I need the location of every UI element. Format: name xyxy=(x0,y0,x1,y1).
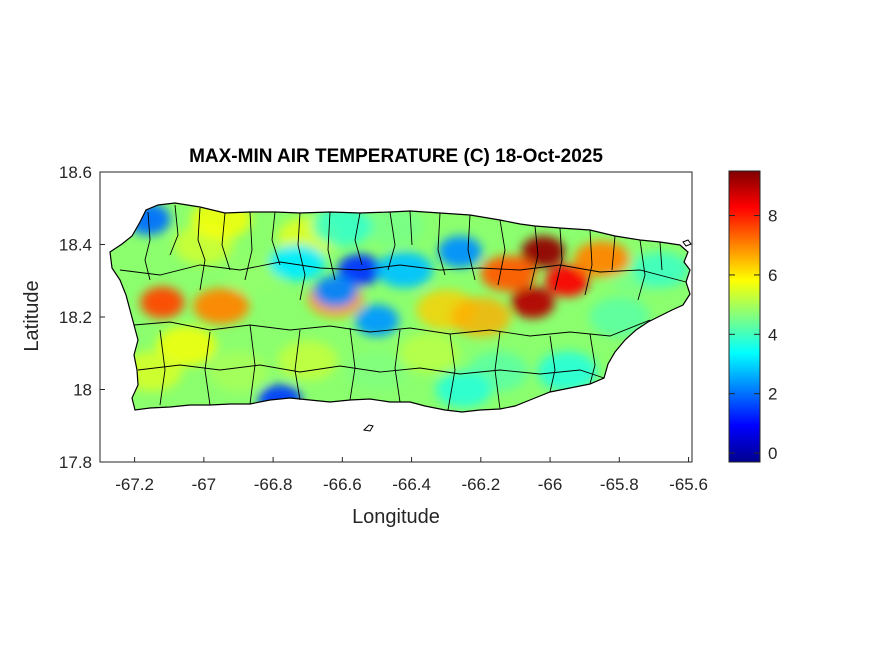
east-islet xyxy=(682,239,692,247)
x-tick-label: -66.4 xyxy=(392,475,431,494)
x-tick-label: -66.8 xyxy=(254,475,293,494)
y-tick-label: 18.6 xyxy=(59,163,92,182)
municipality-border xyxy=(437,212,446,276)
field-hotspot xyxy=(573,241,630,277)
municipality-border xyxy=(497,219,506,286)
field-texture-blob xyxy=(589,297,650,337)
y-axis-ticks: 18.6 18.4 18.2 18 17.8 xyxy=(59,163,105,472)
field-hotspot xyxy=(376,251,433,288)
municipality-border xyxy=(529,225,539,291)
field-hotspot xyxy=(435,371,492,408)
field-texture-blob xyxy=(277,340,338,381)
x-tick-label: -66 xyxy=(538,475,563,494)
field-hotspot xyxy=(438,235,483,268)
colorbar-tick-label: 2 xyxy=(768,385,777,404)
municipality-border xyxy=(197,207,206,291)
y-tick-label: 17.8 xyxy=(59,453,92,472)
municipality-border xyxy=(249,324,256,405)
y-tick-label: 18.2 xyxy=(59,308,92,327)
colorbar-tick-label: 4 xyxy=(768,325,777,344)
municipality-border xyxy=(144,211,151,281)
colorbar-ticks: 8 6 4 2 0 xyxy=(729,207,777,463)
field-texture-blob xyxy=(208,351,269,392)
municipality-border xyxy=(133,319,651,337)
municipality-border xyxy=(159,329,166,406)
colorbar-tick-label: 8 xyxy=(768,207,777,226)
field-hotspot xyxy=(269,244,326,281)
y-tick-label: 18.4 xyxy=(59,236,92,255)
municipality-border xyxy=(447,333,456,411)
x-tick-label: -65.6 xyxy=(669,475,708,494)
colorbar-tick-label: 6 xyxy=(768,266,777,285)
municipality-border xyxy=(394,329,401,403)
x-tick-label: -67 xyxy=(192,475,217,494)
municipality-border xyxy=(637,239,646,301)
municipality-border xyxy=(354,212,363,266)
municipality-border xyxy=(467,214,476,281)
x-tick-label: -66.6 xyxy=(323,475,362,494)
x-tick-label: -65.8 xyxy=(600,475,639,494)
caja-de-muertos-island xyxy=(362,424,374,432)
colorbar xyxy=(728,170,761,463)
field-texture-blob xyxy=(312,206,373,247)
municipality-border xyxy=(137,364,605,379)
municipality-border xyxy=(169,204,179,256)
municipality-border xyxy=(549,335,556,393)
field-texture-blob xyxy=(450,297,511,337)
municipality-borders xyxy=(119,204,687,411)
field-hotspot xyxy=(545,264,590,297)
y-tick-label: 18 xyxy=(73,381,92,400)
municipality-border xyxy=(294,329,301,401)
municipality-border xyxy=(494,331,501,410)
map-title: MAX-MIN AIR TEMPERATURE (C) 18-Oct-2025 xyxy=(189,146,603,167)
field-hotspot xyxy=(354,304,399,337)
field-hotspot xyxy=(313,275,358,308)
coastline xyxy=(109,202,691,413)
municipality-border xyxy=(611,235,616,271)
municipality-border xyxy=(271,211,281,266)
municipality-border xyxy=(297,212,306,301)
field-hotspot xyxy=(521,235,566,268)
x-axis-ticks: -67.2 -67 -66.8 -66.6 -66.4 -66.2 -66 -65.8 -65.… xyxy=(115,457,708,494)
field-hotspot xyxy=(140,286,185,319)
municipality-border xyxy=(589,333,596,385)
municipality-border xyxy=(387,211,396,271)
field-texture-blob xyxy=(156,326,217,366)
x-tick-label: -67.2 xyxy=(115,475,154,494)
municipality-border xyxy=(409,210,413,246)
municipality-border xyxy=(659,241,663,271)
municipality-border xyxy=(221,212,231,271)
x-axis-label: Longitude xyxy=(352,506,440,528)
field-hotspot xyxy=(480,255,537,292)
municipality-border xyxy=(584,229,593,296)
field-hotspot xyxy=(193,288,250,325)
field-hotspot xyxy=(510,286,555,319)
x-tick-label: -66.2 xyxy=(461,475,500,494)
y-axis-label: Latitude xyxy=(21,280,43,351)
field-texture-blob xyxy=(364,206,425,247)
municipality-border xyxy=(204,331,211,406)
municipality-border xyxy=(554,227,563,291)
municipality-border xyxy=(327,211,336,281)
municipality-border xyxy=(119,261,687,283)
field-texture-blob xyxy=(398,333,459,374)
colorbar-tick-label: 0 xyxy=(768,444,777,463)
temperature-field xyxy=(110,203,690,412)
municipality-border xyxy=(244,211,253,281)
